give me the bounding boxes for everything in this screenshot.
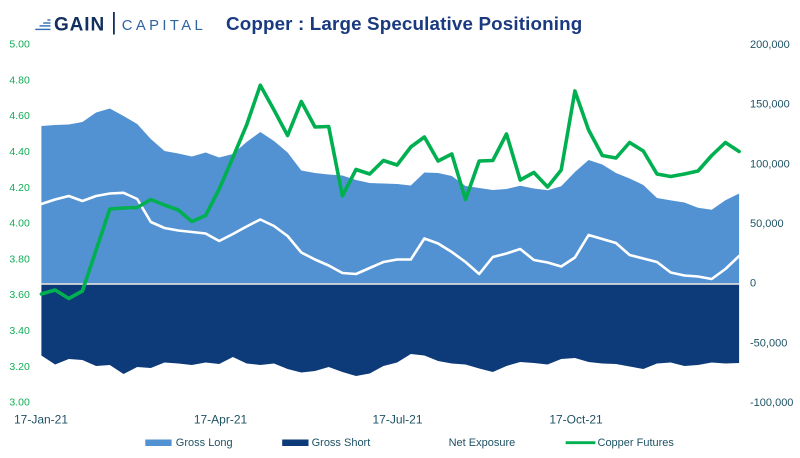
svg-text:5.00: 5.00 xyxy=(9,39,30,51)
svg-text:Gross Long: Gross Long xyxy=(176,437,233,449)
svg-text:4.20: 4.20 xyxy=(9,182,30,194)
svg-text:100,000: 100,000 xyxy=(750,158,790,170)
svg-text:17-Jul-21: 17-Jul-21 xyxy=(372,412,422,426)
svg-text:17-Jan-21: 17-Jan-21 xyxy=(14,412,68,426)
svg-text:0: 0 xyxy=(750,278,756,290)
svg-text:3.40: 3.40 xyxy=(9,325,30,337)
svg-text:4.00: 4.00 xyxy=(9,218,30,230)
svg-text:GAIN: GAIN xyxy=(54,14,105,35)
svg-text:Copper Futures: Copper Futures xyxy=(598,437,675,449)
svg-text:3.60: 3.60 xyxy=(9,289,30,301)
svg-text:50,000: 50,000 xyxy=(750,218,784,230)
svg-text:150,000: 150,000 xyxy=(750,99,790,111)
svg-text:17-Oct-21: 17-Oct-21 xyxy=(549,412,603,426)
svg-text:17-Apr-21: 17-Apr-21 xyxy=(194,412,248,426)
svg-text:-100,000: -100,000 xyxy=(750,397,793,409)
svg-text:4.60: 4.60 xyxy=(9,110,30,122)
svg-text:3.20: 3.20 xyxy=(9,361,30,373)
svg-text:4.80: 4.80 xyxy=(9,74,30,86)
svg-text:-50,000: -50,000 xyxy=(750,337,787,349)
svg-text:4.40: 4.40 xyxy=(9,146,30,158)
svg-text:3.80: 3.80 xyxy=(9,253,30,265)
svg-text:Net Exposure: Net Exposure xyxy=(449,437,516,449)
svg-text:Gross Short: Gross Short xyxy=(312,437,371,449)
svg-text:Copper : Large Speculative Pos: Copper : Large Speculative Positioning xyxy=(226,13,582,34)
svg-text:3.00: 3.00 xyxy=(9,397,30,409)
svg-text:200,000: 200,000 xyxy=(750,39,790,51)
svg-text:CAPITAL: CAPITAL xyxy=(122,18,206,34)
